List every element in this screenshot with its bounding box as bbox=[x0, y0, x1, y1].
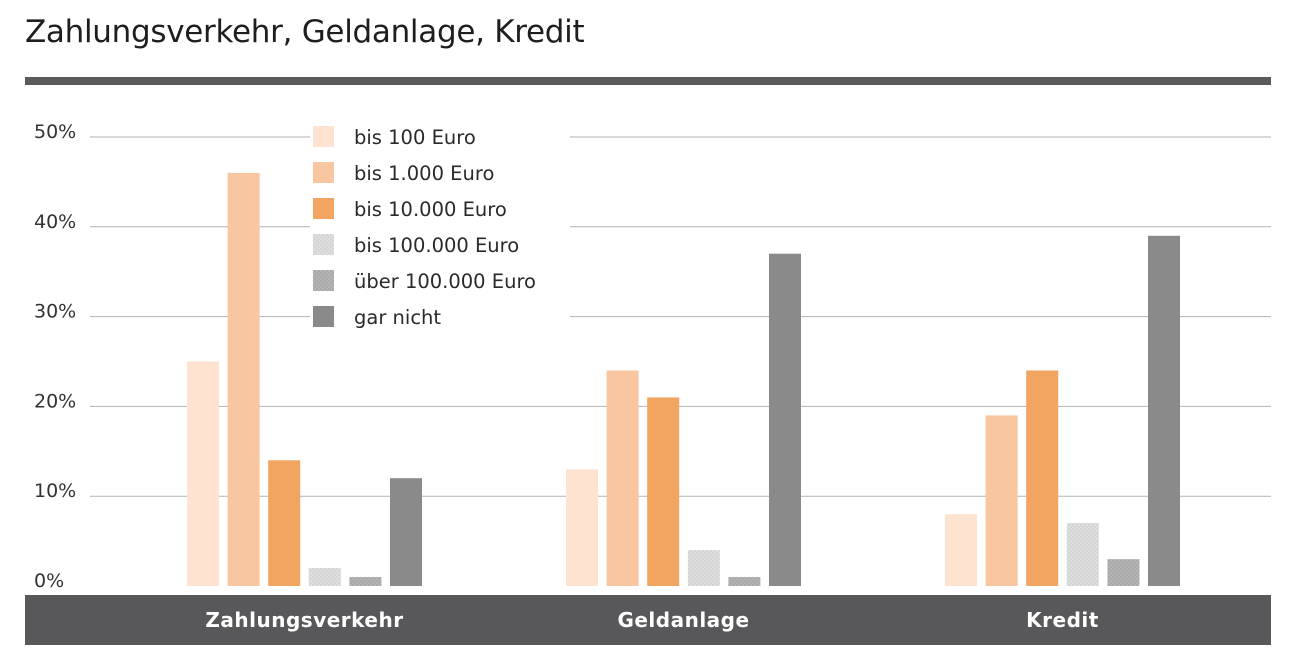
bars bbox=[187, 172, 1180, 587]
category-label: Zahlungsverkehr bbox=[205, 608, 403, 632]
bar bbox=[687, 550, 720, 586]
bar bbox=[566, 469, 598, 586]
y-tick-label: 20% bbox=[34, 390, 76, 412]
legend-label: bis 100 Euro bbox=[354, 126, 476, 149]
chart-title: Zahlungsverkehr, Geldanlage, Kredit bbox=[25, 14, 585, 50]
bar bbox=[1107, 559, 1140, 586]
bar bbox=[606, 370, 639, 586]
y-tick-label: 50% bbox=[34, 121, 76, 143]
y-axis-ticks: 0% 10% 20% 30% 40% 50% bbox=[34, 121, 76, 592]
legend-label: bis 10.000 Euro bbox=[354, 198, 507, 221]
legend-swatch bbox=[313, 198, 334, 219]
bar bbox=[349, 577, 382, 586]
bar bbox=[769, 253, 801, 586]
category-band-bg bbox=[25, 595, 1271, 645]
legend-swatch bbox=[313, 234, 334, 255]
legend-label: bis 100.000 Euro bbox=[354, 234, 519, 257]
bar bbox=[390, 478, 422, 586]
legend-label: gar nicht bbox=[354, 306, 441, 329]
bar bbox=[308, 568, 341, 586]
legend-swatch bbox=[313, 162, 334, 183]
bar bbox=[945, 514, 977, 586]
bar bbox=[1026, 370, 1059, 586]
bar bbox=[728, 577, 761, 586]
bar bbox=[268, 460, 301, 586]
bar bbox=[187, 361, 219, 586]
title-divider bbox=[25, 77, 1271, 85]
bar bbox=[1148, 235, 1180, 587]
legend-swatch bbox=[313, 306, 334, 327]
bar bbox=[985, 415, 1018, 586]
legend-swatch bbox=[313, 270, 334, 291]
y-tick-label: 40% bbox=[34, 211, 76, 233]
legend-label: bis 1.000 Euro bbox=[354, 162, 494, 185]
legend-swatch bbox=[313, 126, 334, 147]
legend-label: über 100.000 Euro bbox=[354, 270, 536, 293]
bar bbox=[647, 397, 680, 586]
bar bbox=[227, 172, 260, 586]
category-label: Geldanlage bbox=[617, 608, 749, 632]
legend: bis 100 Euro bis 1.000 Euro bis 10.000 Eur… bbox=[313, 126, 536, 329]
y-tick-label: 10% bbox=[34, 480, 76, 502]
category-band: Zahlungsverkehr Geldanlage Kredit bbox=[25, 595, 1271, 645]
bar bbox=[1066, 523, 1099, 586]
gridlines bbox=[90, 136, 1271, 497]
y-tick-label: 30% bbox=[34, 301, 76, 323]
y-tick-label: 0% bbox=[34, 570, 64, 592]
category-label: Kredit bbox=[1026, 608, 1099, 632]
